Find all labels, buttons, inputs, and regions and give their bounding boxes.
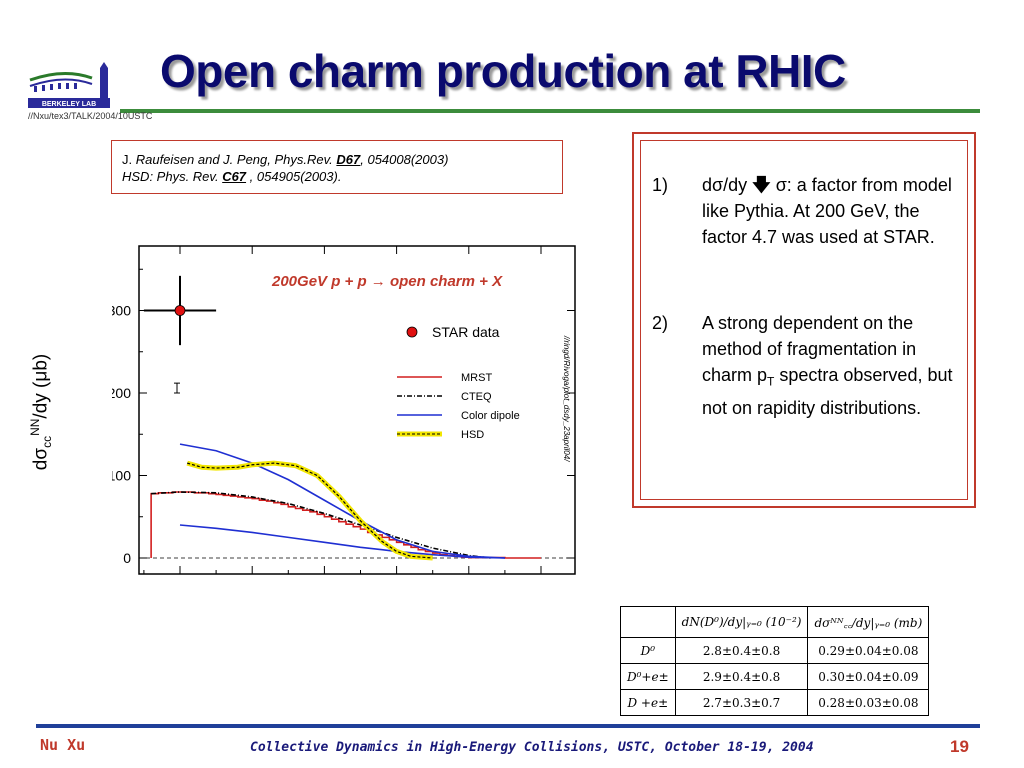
results-table: dN(D⁰)/dy|ᵧ₌₀ (10⁻²) dσᴺᴺ꜀꜀/dy|ᵧ₌₀ (mb) … xyxy=(620,606,930,716)
note-1-text: dσ/dy 🡇 σ: a factor from model like Pyth… xyxy=(702,175,952,247)
legend-label: HSD xyxy=(461,429,484,441)
notes-box-outer xyxy=(632,132,976,508)
title-divider xyxy=(120,109,980,113)
table-header-cell: dN(D⁰)/dy|ᵧ₌₀ (10⁻²) xyxy=(674,606,809,638)
note-2-text: A strong dependent on the method of frag… xyxy=(702,313,953,418)
data-point-star xyxy=(174,305,186,316)
table-cell: D⁰ xyxy=(620,637,676,664)
series-line-color-dipole-lower- xyxy=(179,524,505,559)
y-tick-label: 200 xyxy=(112,385,131,401)
series-line-color-dipole xyxy=(179,443,505,559)
note-1-number: 1) xyxy=(652,175,669,195)
slide-number: 19 xyxy=(950,737,969,756)
chart-title: 200GeV p + p → open charm + X xyxy=(271,273,503,290)
rapidity-plot: 200GeV p + p → open charm + X //ringd/Riv… xyxy=(112,244,578,578)
table-row: D +e± 2.7±0.3±0.7 0.28±0.03±0.08 xyxy=(620,689,930,716)
down-arrow-icon: 🡇 xyxy=(752,175,771,195)
table-cell: D⁰+e± xyxy=(620,663,676,690)
table-header-row: dN(D⁰)/dy|ᵧ₌₀ (10⁻²) dσᴺᴺ꜀꜀/dy|ᵧ₌₀ (mb) xyxy=(620,606,930,638)
slide-title: Open charm production at RHIC xyxy=(160,45,846,97)
table-cell: 0.29±0.04±0.08 xyxy=(807,637,930,664)
results-table-wrapper: dN(D⁰)/dy|ᵧ₌₀ (10⁻²) dσᴺᴺ꜀꜀/dy|ᵧ₌₀ (mb) … xyxy=(620,606,930,716)
side-label: //ringd/Rivoga/plot_dsdy_23april04/ xyxy=(562,335,571,462)
table-cell: 2.7±0.3±0.7 xyxy=(674,689,809,716)
table-cell: 2.8±0.4±0.8 xyxy=(674,637,809,664)
legend-label: CTEQ xyxy=(461,391,492,403)
y-tick-label: 0 xyxy=(123,550,131,566)
table-cell: 2.9±0.4±0.8 xyxy=(674,663,809,690)
plot-frame xyxy=(138,245,576,575)
table-row: D⁰ 2.8±0.4±0.8 0.29±0.04±0.08 xyxy=(620,637,930,664)
legend-label: MRST xyxy=(461,372,492,384)
y-axis-label: dσccNN/dy (μb) xyxy=(28,353,55,471)
reference-line-2: HSD: Phys. Rev. C67 , 054905(2003). xyxy=(122,169,342,184)
series-line-cteq xyxy=(151,491,491,559)
reference-box: J. Raufeisen and J. Peng, Phys.Rev. D67,… xyxy=(111,140,563,194)
table-header-cell: dσᴺᴺ꜀꜀/dy|ᵧ₌₀ (mb) xyxy=(807,606,930,638)
y-tick-label: 300 xyxy=(112,303,131,319)
file-path-tag: //Nxu/tex3/TALK/2004/10USTC xyxy=(28,111,153,121)
series-line-hsd xyxy=(187,462,433,559)
series-line-mrst xyxy=(150,491,541,559)
table-cell: 0.28±0.03±0.08 xyxy=(807,689,930,716)
table-header-cell xyxy=(620,606,676,638)
reference-line-1: J. Raufeisen and J. Peng, Phys.Rev. D67,… xyxy=(122,152,449,167)
legend-marker-star xyxy=(406,326,418,338)
notes-box-inner xyxy=(640,140,968,500)
legend-label: Color dipole xyxy=(461,410,520,422)
footer-author: Nu Xu xyxy=(40,736,86,754)
legend-label-star: STAR data xyxy=(432,324,500,340)
footer-divider xyxy=(36,724,980,728)
note-2-number: 2) xyxy=(652,313,669,333)
berkeley-lab-logo: BERKELEY LAB xyxy=(28,62,110,108)
table-cell: D +e± xyxy=(620,689,676,716)
footer-conference: Collective Dynamics in High-Energy Colli… xyxy=(250,740,814,755)
table-row: D⁰+e± 2.9±0.4±0.8 0.30±0.04±0.09 xyxy=(620,663,930,690)
syst-bracket xyxy=(174,382,180,394)
logo-text: BERKELEY LAB xyxy=(42,101,96,108)
table-cell: 0.30±0.04±0.09 xyxy=(807,663,930,690)
y-tick-label: 100 xyxy=(112,468,131,484)
